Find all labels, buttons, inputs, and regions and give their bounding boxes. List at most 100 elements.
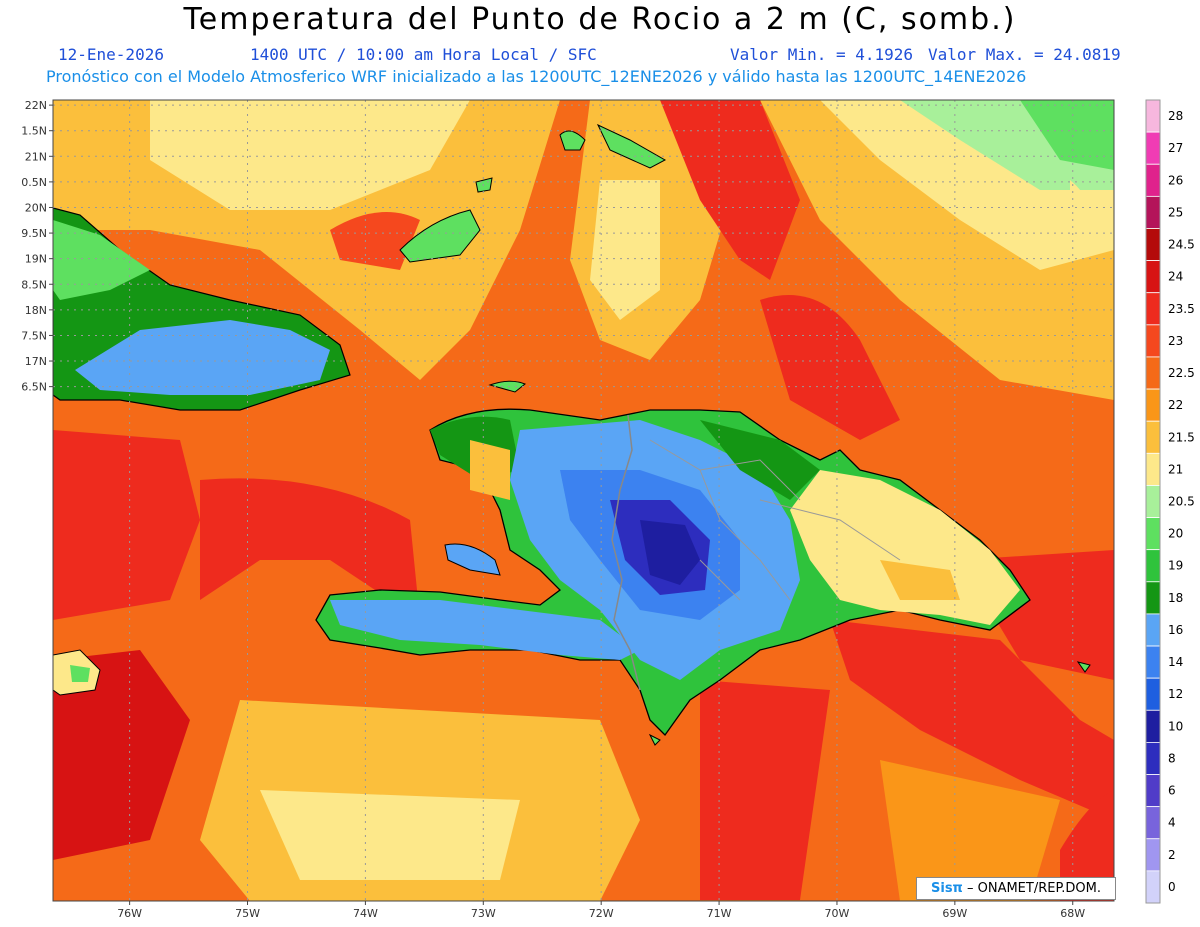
colorbar-swatch bbox=[1145, 292, 1161, 326]
field-yellow-patch-center bbox=[590, 180, 660, 320]
colorbar-swatch bbox=[1145, 420, 1161, 454]
colorbar-swatch bbox=[1145, 517, 1161, 551]
field-red-north-center bbox=[660, 100, 800, 280]
field-green-north-east bbox=[1020, 100, 1114, 170]
lat-label: 1.5N bbox=[21, 125, 47, 138]
lat-label: 22N bbox=[25, 99, 47, 112]
plot-frame bbox=[52, 99, 1115, 902]
province-borders bbox=[649, 439, 901, 601]
colorbar-swatch bbox=[1145, 677, 1161, 711]
colorbar-label: 4 bbox=[1168, 816, 1176, 830]
lat-label: 18N bbox=[25, 304, 47, 317]
field-red-south-corner bbox=[1060, 790, 1114, 901]
colorbar-label: 0 bbox=[1168, 880, 1176, 894]
colorbar-swatch bbox=[1145, 742, 1161, 775]
colorbar-label: 16 bbox=[1168, 623, 1183, 637]
field-orange-south-east bbox=[880, 760, 1060, 901]
hispaniola-east-yellow bbox=[790, 470, 1020, 625]
credit-brand: Sisπ bbox=[931, 881, 963, 896]
colorbar-swatch bbox=[1145, 131, 1161, 165]
graticule-lines bbox=[53, 100, 1114, 901]
colorbar-swatch bbox=[1145, 356, 1161, 390]
lon-label: 71W bbox=[707, 907, 732, 920]
lon-label: 76W bbox=[117, 907, 142, 920]
lat-label: 19N bbox=[25, 253, 47, 266]
lon-label: 70W bbox=[825, 907, 850, 920]
colorbar-swatch bbox=[1145, 645, 1161, 679]
lat-label: 0.5N bbox=[21, 176, 47, 189]
hispaniola-east-orange bbox=[880, 560, 960, 600]
field-red-south-center bbox=[700, 680, 830, 900]
field-red-south-east bbox=[830, 620, 1114, 820]
field-island-turks bbox=[1070, 180, 1100, 250]
colorbar-label: 27 bbox=[1168, 141, 1183, 155]
colorbar-swatch bbox=[1145, 388, 1161, 422]
subtitle-time: 1400 UTC / 10:00 am Hora Local / SFC bbox=[250, 45, 597, 64]
colorbar-label: 20 bbox=[1168, 527, 1183, 541]
colorbar-label: 26 bbox=[1168, 173, 1183, 187]
lon-label: 68W bbox=[1060, 907, 1085, 920]
lat-label: 21N bbox=[25, 150, 47, 163]
colorbar-label: 21.5 bbox=[1168, 430, 1195, 444]
lat-label: 8.5N bbox=[21, 278, 47, 291]
map-plot-area bbox=[53, 100, 1114, 901]
colorbar-label: 24 bbox=[1168, 270, 1183, 284]
colorbar-label: 23 bbox=[1168, 334, 1183, 348]
lon-label: 73W bbox=[471, 907, 496, 920]
credit-box: Sisπ – ONAMET/REP.DOM. bbox=[916, 877, 1116, 900]
colorbar-swatch bbox=[1145, 195, 1161, 229]
colorbar-swatch bbox=[1145, 163, 1161, 197]
subtitle-date: 12-Ene-2026 bbox=[58, 45, 164, 64]
lon-label: 75W bbox=[235, 907, 260, 920]
field-darkred-south-west bbox=[53, 650, 190, 860]
colorbar-swatch bbox=[1145, 324, 1161, 358]
subtitle-model-run: Pronóstico con el Modelo Atmosferico WRF… bbox=[46, 67, 1027, 86]
credit-text: – ONAMET/REP.DOM. bbox=[962, 881, 1101, 896]
lat-label: 7.5N bbox=[21, 329, 47, 342]
colorbar-swatch bbox=[1145, 228, 1161, 261]
haiti-dr-border bbox=[611, 414, 641, 691]
lon-label: 69W bbox=[942, 907, 967, 920]
lon-label: 72W bbox=[589, 907, 614, 920]
map-title: Temperatura del Punto de Rocio a 2 m (C,… bbox=[183, 2, 1017, 37]
field-red-west bbox=[53, 430, 200, 620]
colorbar-swatch bbox=[1145, 549, 1161, 583]
field-yellow-caribbean bbox=[260, 790, 520, 880]
colorbar-swatch bbox=[1145, 260, 1161, 294]
colorbar-label: 14 bbox=[1168, 655, 1183, 669]
colorbar: 2827262524.52423.52322.52221.52120.52019… bbox=[1145, 99, 1195, 904]
colorbar-label: 8 bbox=[1168, 751, 1176, 765]
colorbar-label: 23.5 bbox=[1168, 302, 1195, 316]
subtitle-max-value: Valor Max. = 24.0819 bbox=[928, 45, 1121, 64]
land-gonave bbox=[444, 543, 501, 576]
field-band-north-yellow bbox=[150, 100, 470, 210]
colorbar-label: 19 bbox=[1168, 559, 1183, 573]
hispaniola-northwest-dry bbox=[470, 440, 510, 500]
land-mona bbox=[1076, 661, 1091, 673]
field-red-north-hispaniola bbox=[760, 295, 900, 440]
colorbar-label: 22.5 bbox=[1168, 366, 1195, 380]
land-tortuga bbox=[488, 380, 526, 393]
colorbar-label: 10 bbox=[1168, 719, 1183, 733]
lat-label: 17N bbox=[25, 355, 47, 368]
colorbar-label: 24.5 bbox=[1168, 238, 1195, 252]
cuba-green-area bbox=[53, 220, 150, 300]
land-inagua bbox=[399, 209, 481, 263]
colorbar-swatch bbox=[1145, 870, 1161, 904]
colorbar-label: 22 bbox=[1168, 398, 1183, 412]
colorbar-label: 2 bbox=[1168, 848, 1176, 862]
colorbar-label: 28 bbox=[1168, 109, 1183, 123]
land-caicos bbox=[596, 123, 667, 169]
lat-label: 20N bbox=[25, 201, 47, 214]
colorbar-swatch bbox=[1145, 774, 1161, 808]
land-mayaguana bbox=[559, 130, 586, 151]
lat-label: 6.5N bbox=[21, 381, 47, 394]
colorbar-swatch bbox=[1145, 613, 1161, 647]
colorbar-swatch bbox=[1145, 581, 1161, 615]
longitude-axis-labels: 76W 75W 74W 73W 72W 71W 70W 69W 68W bbox=[117, 901, 1085, 920]
colorbar-label: 21 bbox=[1168, 462, 1183, 476]
colorbar-frame bbox=[1145, 99, 1161, 904]
colorbar-label: 6 bbox=[1168, 784, 1176, 798]
hispaniola-cordillera-navy bbox=[640, 520, 700, 585]
